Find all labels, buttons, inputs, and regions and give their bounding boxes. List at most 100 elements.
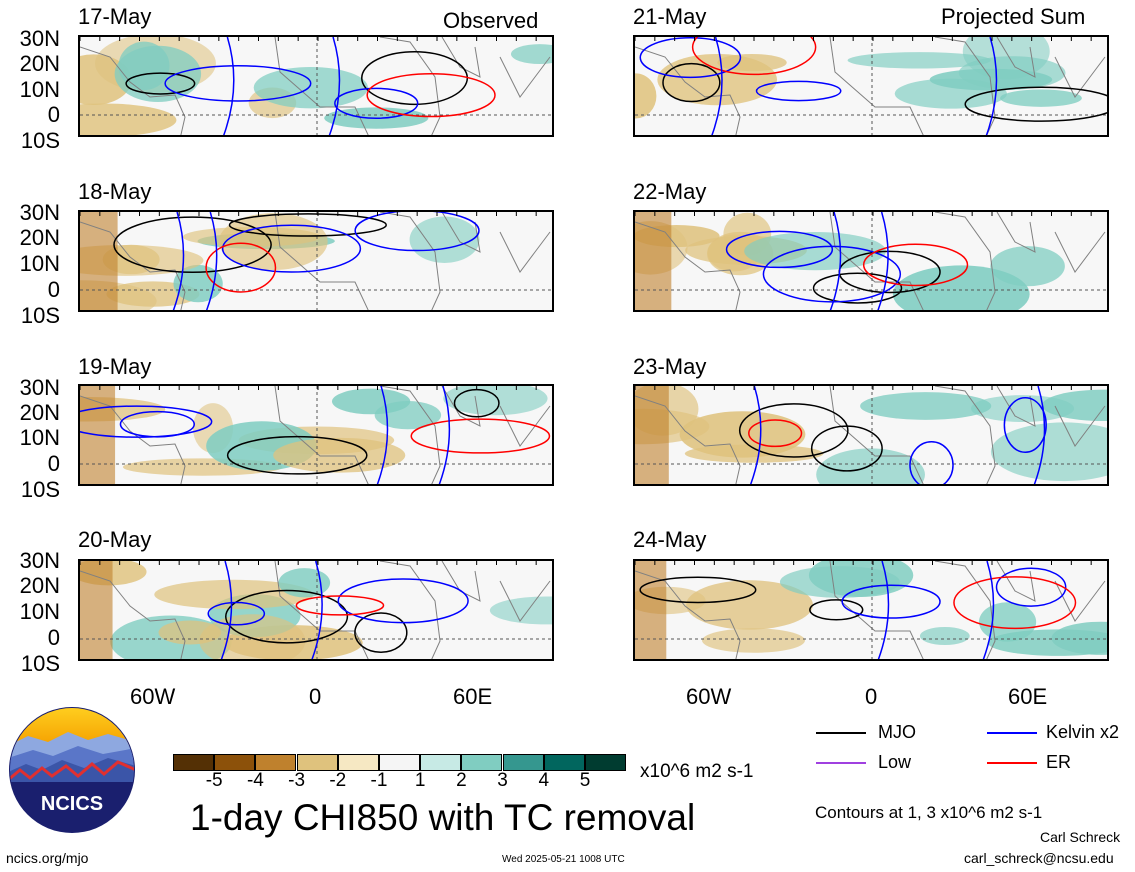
- coastline-americas: [635, 46, 741, 135]
- positive-anomaly-area: [409, 216, 480, 263]
- kelvin-contour: [711, 37, 723, 135]
- mjo-contour: [662, 62, 721, 103]
- colorbar-tick: -1: [370, 770, 388, 791]
- map-graphic: [635, 37, 1107, 135]
- mjo-contour: [354, 612, 408, 653]
- colorbar-swatch: [214, 754, 256, 771]
- panel-date: 23-May: [633, 354, 707, 379]
- negative-anomaly-area: [701, 628, 806, 653]
- colorbar-tick: 2: [456, 770, 467, 791]
- coastline-africa: [274, 386, 441, 484]
- panel-tag-projected: Projected Sum: [941, 4, 1086, 29]
- er-contour: [295, 595, 385, 616]
- legend-low-line: [816, 762, 866, 764]
- colorbar-swatch: [543, 754, 585, 771]
- legend-kelvin-label: Kelvin x2: [1046, 722, 1120, 742]
- lon-label: 0: [865, 684, 878, 709]
- map-panel-21-may: [633, 35, 1109, 137]
- negative-anomaly-area: [635, 386, 669, 484]
- positive-anomaly-area: [1000, 89, 1082, 107]
- er-contour: [205, 242, 277, 293]
- lat-label: 10N: [19, 251, 60, 276]
- negative-anomaly-area: [80, 212, 118, 310]
- map-panel-19-may: [78, 384, 554, 486]
- mjo-contour: [228, 213, 387, 237]
- kelvin-contour: [207, 601, 266, 626]
- mjo-contour: [361, 50, 469, 106]
- positive-anomaly-area: [978, 602, 1037, 642]
- negative-anomaly-area: [80, 561, 113, 659]
- negative-anomaly-area: [80, 103, 177, 135]
- positive-anomaly-area: [892, 265, 1030, 310]
- coastline-arabia-india: [996, 212, 1106, 273]
- mjo-contour: [738, 403, 849, 458]
- lat-label: 20N: [19, 573, 60, 598]
- map-graphic: [80, 561, 552, 659]
- kelvin-contour: [205, 212, 218, 310]
- colorbar-swatch: [461, 754, 503, 771]
- legend-low-label: Low: [878, 752, 912, 772]
- kelvin-contour: [438, 386, 451, 484]
- colorbar-swatch: [255, 754, 297, 771]
- lon-label: 60E: [453, 684, 493, 709]
- positive-anomaly-area: [510, 44, 552, 65]
- lat-label: 10N: [19, 77, 60, 102]
- er-contour: [366, 72, 496, 118]
- kelvin-contour: [985, 37, 998, 135]
- positive-anomaly-area: [990, 246, 1065, 287]
- lat-label: 30N: [19, 26, 60, 51]
- map-panel-22-may: [633, 210, 1109, 312]
- kelvin-contour: [311, 561, 323, 659]
- colorbar-swatch: [173, 754, 214, 771]
- colorbar-swatch: [502, 754, 544, 771]
- positive-anomaly-area: [860, 392, 992, 420]
- kelvin-contour: [877, 561, 890, 659]
- legend-er-line: [987, 762, 1037, 764]
- negative-anomaly-area: [717, 53, 787, 72]
- colorbar-swatch: [379, 754, 420, 771]
- footer-email: carl_schreck@ncsu.edu: [964, 850, 1114, 866]
- coastline-americas: [635, 395, 741, 484]
- lat-label: 20N: [19, 51, 60, 76]
- colorbar-tick: -5: [205, 770, 223, 791]
- lat-label: 10S: [20, 303, 60, 328]
- panel-date: 18-May: [78, 179, 152, 204]
- kelvin-contour: [220, 561, 233, 659]
- lat-label: 30N: [19, 375, 60, 400]
- coastline-arabia-india: [996, 561, 1106, 622]
- ncics-logo-graphic: NCICS: [9, 707, 135, 833]
- map-panel-24-may: [633, 559, 1109, 661]
- kelvin-contour: [172, 212, 185, 310]
- kelvin-contour: [328, 37, 341, 135]
- positive-anomaly-area: [744, 232, 886, 271]
- positive-anomaly-area: [443, 386, 548, 416]
- kelvin-contour: [725, 230, 834, 269]
- colorbar-tick: -2: [329, 770, 347, 791]
- negative-anomaly-area: [635, 561, 667, 659]
- er-contour: [748, 419, 803, 448]
- coastline-africa: [829, 212, 996, 310]
- positive-anomaly-area: [374, 401, 442, 430]
- panel-date: 20-May: [78, 527, 152, 552]
- panel-date: 24-May: [633, 527, 707, 552]
- panel-date: 19-May: [78, 354, 152, 379]
- kelvin-contour: [354, 212, 480, 252]
- colorbar-tick: 4: [538, 770, 550, 791]
- mjo-contour: [226, 435, 368, 475]
- positive-anomaly-area: [489, 596, 552, 625]
- coastline-arabia-india: [441, 561, 551, 622]
- map-graphic: [80, 386, 552, 484]
- colorbar-units: x10^6 m2 s-1: [640, 761, 754, 782]
- mjo-contour: [225, 589, 349, 644]
- lat-label: 0: [47, 625, 60, 650]
- positive-anomaly-area: [1051, 621, 1107, 655]
- lat-label: 10S: [20, 651, 60, 676]
- map-graphic: [635, 561, 1107, 659]
- legend-mjo-line: [816, 732, 866, 734]
- mjo-contour: [639, 576, 757, 604]
- panel-tag-observed: Observed: [443, 8, 539, 33]
- map-panel-17-may: [78, 35, 554, 137]
- coastline-americas: [80, 570, 186, 659]
- lat-label: 0: [47, 102, 60, 127]
- map-graphic: [80, 212, 552, 310]
